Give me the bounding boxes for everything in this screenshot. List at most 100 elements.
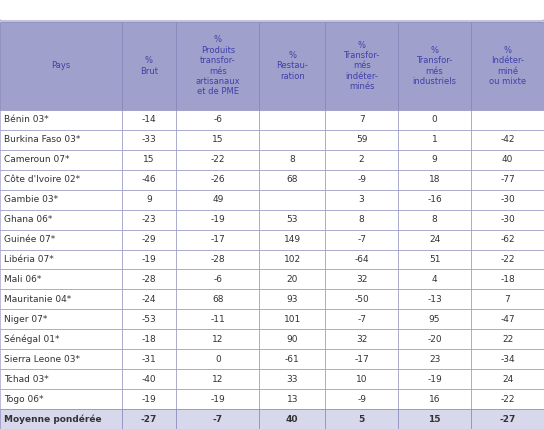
Text: -19: -19 bbox=[141, 395, 156, 404]
Bar bbox=[0, 409, 121, 429]
Text: -9: -9 bbox=[357, 395, 366, 404]
Bar bbox=[325, 230, 398, 250]
Text: -50: -50 bbox=[354, 295, 369, 304]
Bar bbox=[0, 290, 121, 309]
Bar bbox=[398, 150, 471, 170]
Text: 22: 22 bbox=[502, 335, 513, 344]
Text: Mauritanie 04*: Mauritanie 04* bbox=[4, 295, 71, 304]
Bar bbox=[0, 150, 121, 170]
Text: -14: -14 bbox=[141, 115, 156, 124]
Text: -77: -77 bbox=[500, 175, 515, 184]
Bar bbox=[325, 210, 398, 230]
Bar bbox=[471, 150, 544, 170]
Bar bbox=[471, 230, 544, 250]
Bar bbox=[471, 329, 544, 349]
Bar bbox=[176, 130, 259, 150]
Bar bbox=[176, 210, 259, 230]
Text: -22: -22 bbox=[500, 395, 515, 404]
Bar bbox=[0, 210, 121, 230]
Text: 15: 15 bbox=[428, 414, 441, 423]
Text: -18: -18 bbox=[141, 335, 156, 344]
Bar bbox=[398, 22, 471, 110]
Bar bbox=[0, 170, 121, 190]
Bar bbox=[471, 409, 544, 429]
Bar bbox=[398, 290, 471, 309]
Bar bbox=[176, 389, 259, 409]
Bar bbox=[176, 369, 259, 389]
Bar bbox=[471, 309, 544, 329]
Text: -19: -19 bbox=[427, 375, 442, 384]
Bar bbox=[325, 290, 398, 309]
Bar bbox=[0, 269, 121, 290]
Bar bbox=[471, 369, 544, 389]
Bar bbox=[176, 170, 259, 190]
Text: Gambie 03*: Gambie 03* bbox=[4, 195, 58, 204]
Text: 32: 32 bbox=[356, 335, 367, 344]
Text: 0: 0 bbox=[432, 115, 437, 124]
Bar bbox=[0, 349, 121, 369]
Text: 12: 12 bbox=[212, 375, 224, 384]
Text: Cameroun 07*: Cameroun 07* bbox=[4, 155, 70, 164]
Text: 18: 18 bbox=[429, 175, 440, 184]
Bar bbox=[259, 230, 325, 250]
Text: -20: -20 bbox=[427, 335, 442, 344]
Bar bbox=[398, 230, 471, 250]
Text: 9: 9 bbox=[432, 155, 437, 164]
Bar bbox=[121, 309, 176, 329]
Bar bbox=[176, 190, 259, 210]
Text: 68: 68 bbox=[287, 175, 298, 184]
Bar bbox=[176, 110, 259, 130]
Text: -64: -64 bbox=[354, 255, 369, 264]
Text: Libéria 07*: Libéria 07* bbox=[4, 255, 54, 264]
Text: 4: 4 bbox=[432, 275, 437, 284]
Bar bbox=[325, 329, 398, 349]
Bar bbox=[398, 250, 471, 269]
Text: %
Brut: % Brut bbox=[140, 56, 158, 76]
Bar bbox=[325, 309, 398, 329]
Bar bbox=[325, 110, 398, 130]
Bar bbox=[471, 110, 544, 130]
Text: 15: 15 bbox=[212, 136, 224, 145]
Text: 9: 9 bbox=[146, 195, 152, 204]
Bar bbox=[121, 290, 176, 309]
Text: 15: 15 bbox=[143, 155, 154, 164]
Text: -33: -33 bbox=[141, 136, 156, 145]
Bar bbox=[259, 369, 325, 389]
Text: -62: -62 bbox=[500, 235, 515, 244]
Text: 59: 59 bbox=[356, 136, 367, 145]
Bar bbox=[259, 269, 325, 290]
Bar bbox=[259, 409, 325, 429]
Bar bbox=[0, 110, 121, 130]
Text: 1: 1 bbox=[432, 136, 437, 145]
Text: %
Produits
transfor-
més
artisanaux
et de PME: % Produits transfor- més artisanaux et d… bbox=[195, 36, 240, 97]
Bar bbox=[471, 170, 544, 190]
Text: 101: 101 bbox=[283, 315, 301, 324]
Text: -22: -22 bbox=[500, 255, 515, 264]
Bar bbox=[398, 190, 471, 210]
Bar bbox=[259, 309, 325, 329]
Bar bbox=[398, 389, 471, 409]
Text: Ghana 06*: Ghana 06* bbox=[4, 215, 52, 224]
Bar bbox=[471, 290, 544, 309]
Bar bbox=[121, 110, 176, 130]
Bar bbox=[176, 250, 259, 269]
Text: -47: -47 bbox=[500, 315, 515, 324]
Bar bbox=[259, 130, 325, 150]
Bar bbox=[398, 409, 471, 429]
Bar bbox=[471, 190, 544, 210]
Bar bbox=[471, 210, 544, 230]
Bar bbox=[325, 130, 398, 150]
Text: %
Indéter-
miné
ou mixte: % Indéter- miné ou mixte bbox=[489, 46, 526, 86]
Text: 13: 13 bbox=[287, 395, 298, 404]
Text: 149: 149 bbox=[284, 235, 301, 244]
Text: 40: 40 bbox=[502, 155, 513, 164]
Bar bbox=[0, 22, 121, 110]
Text: -7: -7 bbox=[213, 414, 223, 423]
Text: -16: -16 bbox=[427, 195, 442, 204]
Text: -19: -19 bbox=[211, 215, 225, 224]
Text: Bénin 03*: Bénin 03* bbox=[4, 115, 49, 124]
Text: -17: -17 bbox=[211, 235, 225, 244]
Bar bbox=[0, 369, 121, 389]
Text: -26: -26 bbox=[211, 175, 225, 184]
Text: 40: 40 bbox=[286, 414, 299, 423]
